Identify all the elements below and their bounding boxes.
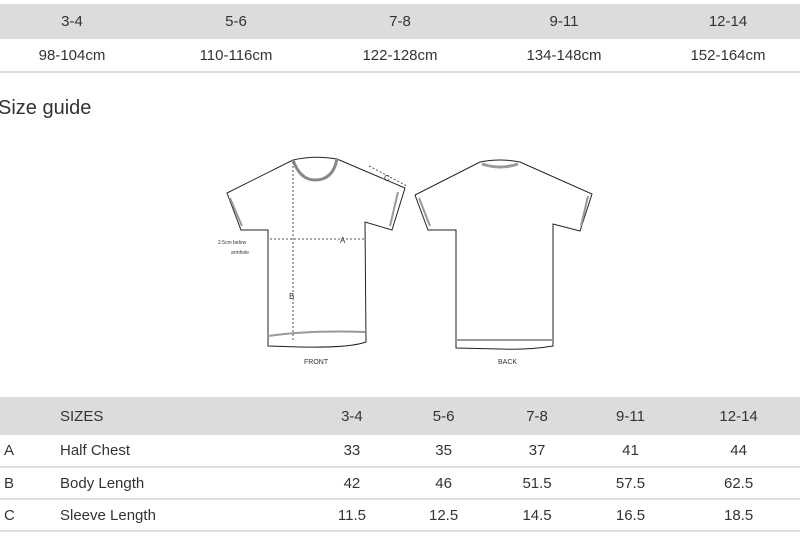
front-label: FRONT [304, 359, 329, 366]
note-line2: armhole [231, 250, 249, 256]
label-c: C [384, 174, 390, 183]
value-cell: 44 [677, 435, 800, 468]
label-b: B [289, 292, 294, 301]
row-key: C [0, 499, 52, 532]
size-cell: 12-14 [646, 4, 800, 39]
size-header: 7-8 [490, 397, 584, 435]
tshirt-diagram: A B C 2.5cm below armhole FRONT BACK [218, 156, 593, 366]
value-cell: 18.5 [677, 499, 800, 532]
value-cell: 46 [396, 467, 491, 500]
height-cell: 110-116cm [154, 39, 318, 73]
row-label: Body Length [52, 467, 307, 500]
height-table: 3-4 5-6 7-8 9-11 12-14 98-104cm 110-116c… [0, 4, 800, 73]
size-header: 5-6 [396, 397, 491, 435]
size-header: 3-4 [307, 397, 397, 435]
value-cell: 16.5 [583, 499, 678, 532]
value-cell: 33 [307, 435, 397, 468]
value-cell: 42 [307, 467, 397, 500]
table-row: A Half Chest 33 35 37 41 44 [0, 435, 800, 468]
size-header: 9-11 [583, 397, 678, 435]
height-cell: 134-148cm [482, 39, 646, 73]
row-label: Sleeve Length [52, 499, 307, 532]
height-cell: 122-128cm [318, 39, 482, 73]
row-key: B [0, 467, 52, 500]
sizes-header: SIZES [52, 397, 307, 435]
value-cell: 57.5 [583, 467, 678, 500]
height-table-header: 3-4 5-6 7-8 9-11 12-14 [0, 4, 800, 39]
size-table: SIZES 3-4 5-6 7-8 9-11 12-14 A Half Ches… [0, 397, 800, 532]
value-cell: 14.5 [490, 499, 584, 532]
size-header: 12-14 [677, 397, 800, 435]
value-cell: 11.5 [307, 499, 397, 532]
height-cell: 98-104cm [0, 39, 154, 73]
value-cell: 51.5 [490, 467, 584, 500]
value-cell: 12.5 [396, 499, 491, 532]
table-row: B Body Length 42 46 51.5 57.5 62.5 [0, 467, 800, 500]
size-cell: 9-11 [482, 4, 646, 39]
row-key: A [0, 435, 52, 468]
back-label: BACK [498, 359, 517, 366]
value-cell: 41 [583, 435, 678, 468]
note-line1: 2.5cm below [218, 240, 246, 246]
value-cell: 37 [490, 435, 584, 468]
height-cell: 152-164cm [646, 39, 800, 73]
back-shirt [414, 159, 593, 350]
height-table-row: 98-104cm 110-116cm 122-128cm 134-148cm 1… [0, 39, 800, 73]
size-cell: 7-8 [318, 4, 482, 39]
page-title: Size guide [0, 97, 92, 119]
measure-lines [270, 162, 408, 342]
value-cell: 35 [396, 435, 491, 468]
size-cell: 5-6 [154, 4, 318, 39]
row-label: Half Chest [52, 435, 307, 468]
value-cell: 62.5 [677, 467, 800, 500]
size-table-header: SIZES 3-4 5-6 7-8 9-11 12-14 [0, 397, 800, 435]
size-cell: 3-4 [0, 4, 154, 39]
front-shirt [226, 156, 406, 348]
label-a: A [340, 236, 346, 245]
table-row: C Sleeve Length 11.5 12.5 14.5 16.5 18.5 [0, 499, 800, 532]
